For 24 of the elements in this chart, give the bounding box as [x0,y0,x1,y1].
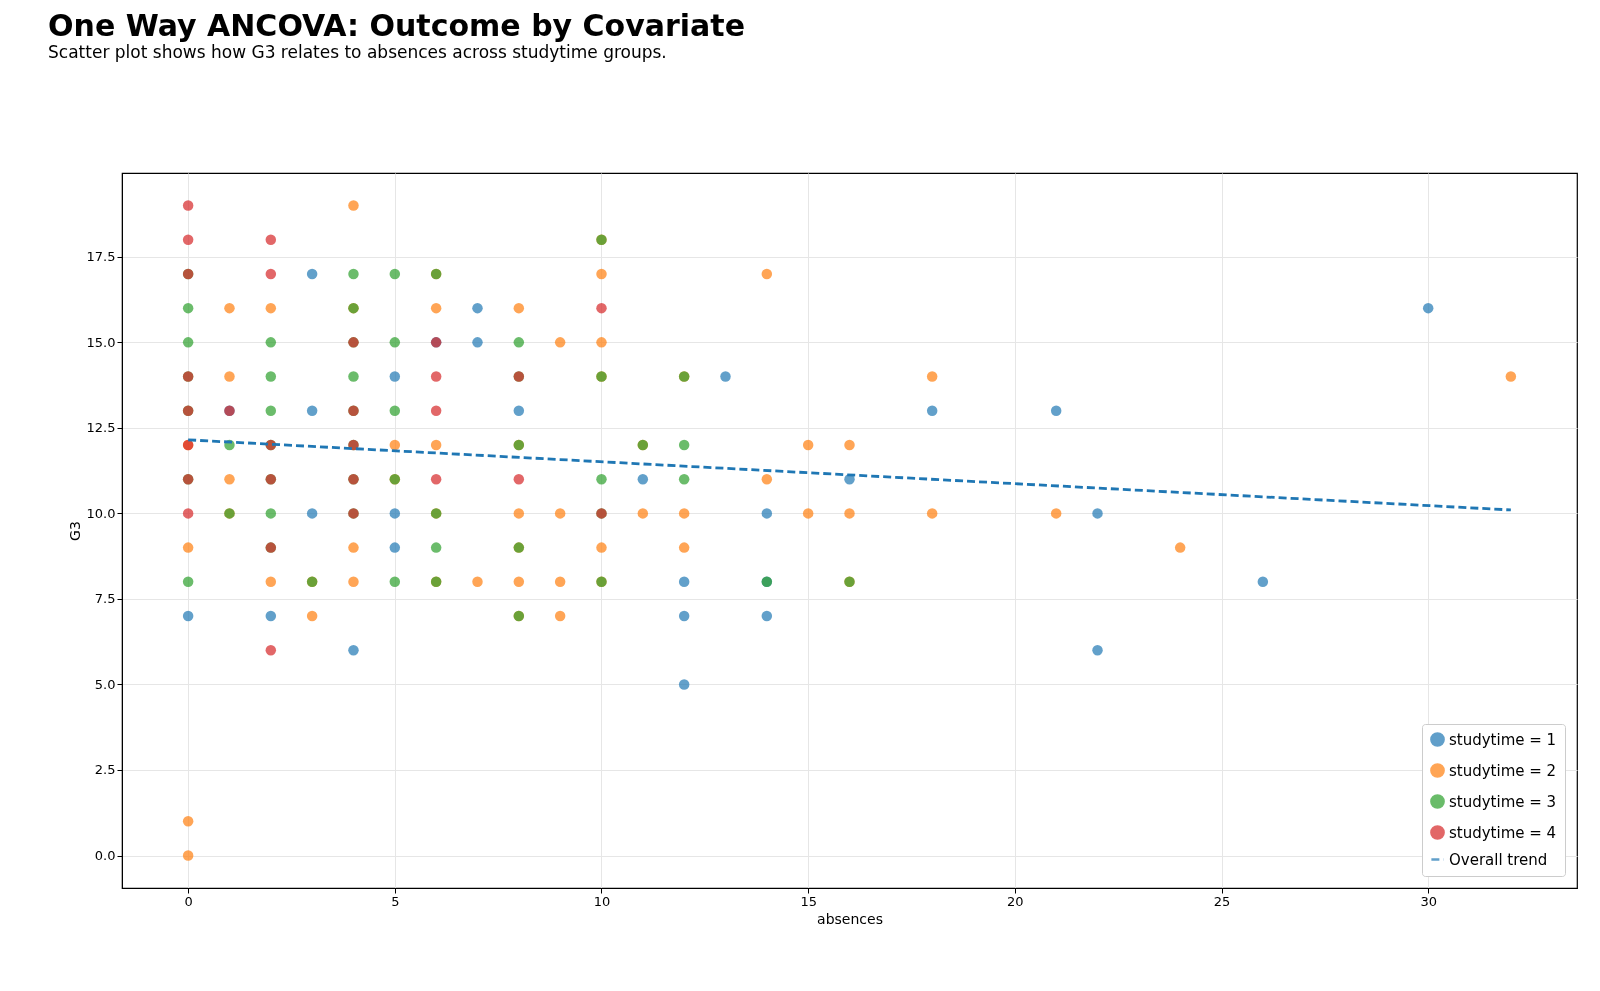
x-tick-label: 5 [391,893,400,909]
y-axis-title: G3 [66,521,83,541]
y-tick-label: 12.5 [86,420,116,436]
x-tick-label: 0 [184,893,193,909]
chart-subtitle: Scatter plot shows how G3 relates to absences across studytime groups. [48,42,667,62]
y-tick-label: 7.5 [94,591,116,607]
y-tick-label: 5.0 [94,676,116,692]
legend-label: studytime = 4 [1449,823,1557,842]
legend-label: Overall trend [1449,850,1548,869]
x-tick-label: 10 [593,893,611,909]
x-axis-title: absences [817,910,883,927]
y-tick-label: 10.0 [86,505,116,521]
x-tick-label: 30 [1420,893,1437,909]
legend-label: studytime = 1 [1449,730,1557,749]
y-tick-label: 0.0 [94,848,116,863]
x-tick-label: 25 [1213,893,1231,909]
legend-label: studytime = 2 [1449,761,1557,780]
chart-title: One Way ANCOVA: Outcome by Covariate [48,8,746,43]
y-tick-label: 17.5 [86,249,116,265]
legend-label: studytime = 3 [1449,792,1557,811]
x-tick-label: 15 [800,893,817,909]
y-tick-label: 2.5 [94,762,116,778]
y-tick-label: 15.0 [86,334,116,350]
x-tick-label: 20 [1007,893,1024,909]
